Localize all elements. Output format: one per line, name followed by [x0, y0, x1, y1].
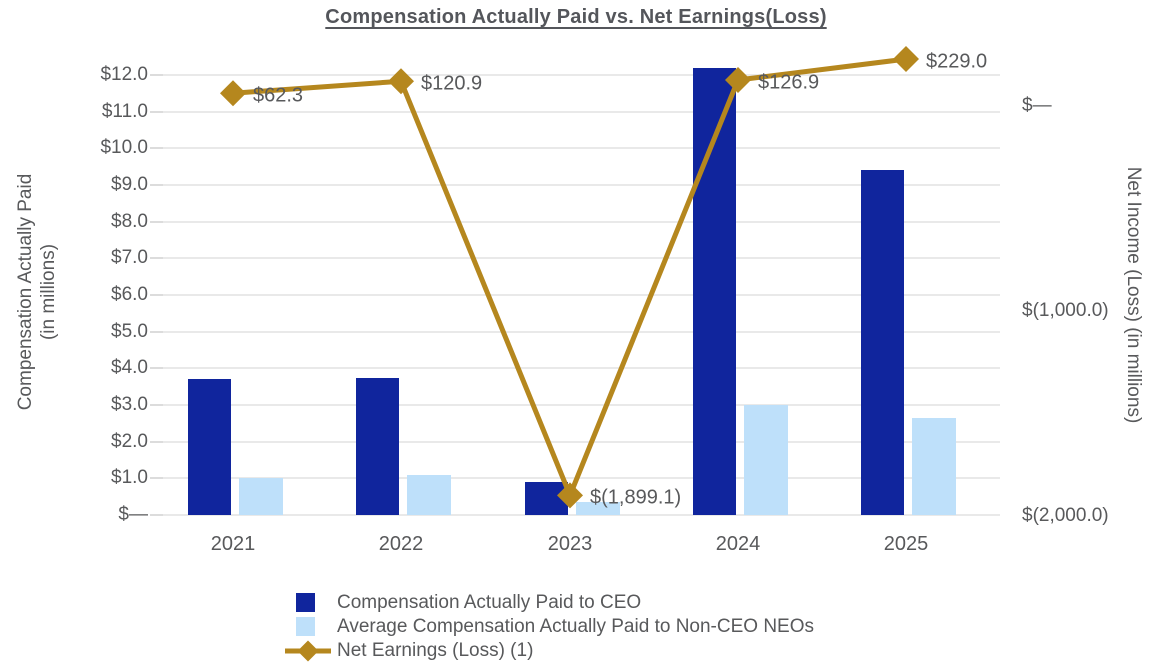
- x-axis-label-2023: 2023: [547, 533, 593, 555]
- left-axis-tick: [150, 477, 163, 480]
- neo-bar-swatch-icon: [296, 617, 315, 636]
- diamond-marker-2022: [388, 68, 414, 95]
- diamond-marker-2025: [893, 46, 919, 73]
- left-axis-tick-label: $9.0: [111, 174, 148, 195]
- net-earnings-line: [232, 56, 907, 502]
- right-axis-tick-label: $—: [1022, 95, 1052, 116]
- left-axis-tick: [150, 404, 163, 406]
- legend-label-neo: Average Compensation Actually Paid to No…: [337, 615, 814, 637]
- x-axis-label-2024: 2024: [715, 533, 761, 555]
- gridline: [163, 110, 1000, 113]
- diamond-marker-2021: [220, 80, 246, 107]
- gridline: [163, 74, 1000, 76]
- left-axis-tick: [150, 184, 163, 186]
- left-axis-tick: [150, 147, 163, 150]
- gridline: [163, 147, 1000, 150]
- bar-ceo-2024: [693, 67, 736, 515]
- point-label-2021: $62.3: [253, 84, 304, 107]
- bar-neo-2023: [576, 502, 620, 515]
- x-axis-label-2021: 2021: [210, 533, 256, 555]
- line-diamond-marker-icon: [285, 640, 331, 661]
- left-axis-tick-label: $—: [118, 504, 148, 525]
- left-axis-tick-label: $2.0: [111, 430, 148, 452]
- point-label-2025: $229.0: [926, 50, 988, 73]
- gridline: [163, 514, 1000, 516]
- bar-neo-2022: [407, 474, 451, 515]
- x-axis-label-2025: 2025: [883, 533, 929, 555]
- legend-item-neo: Average Compensation Actually Paid to No…: [285, 615, 814, 638]
- bar-neo-2021: [239, 478, 283, 515]
- right-axis-tick-label: $(1,000.0): [1022, 300, 1109, 321]
- bar-neo-2024: [744, 405, 788, 515]
- bar-ceo-2025: [861, 170, 904, 515]
- left-axis-tick: [150, 367, 163, 370]
- left-axis-title-line1: Compensation Actually Paid: [15, 173, 36, 411]
- left-axis-tick-label: $1.0: [111, 467, 148, 489]
- left-axis-tick-label: $7.0: [111, 247, 148, 269]
- bar-neo-2025: [912, 417, 956, 515]
- left-axis-tick-label: $8.0: [111, 210, 148, 232]
- legend-label-net-earnings: Net Earnings (Loss) (1): [337, 639, 534, 661]
- left-axis-tick-label: $10.0: [100, 137, 148, 159]
- right-axis-tick-label: $(2,000.0): [1022, 505, 1109, 526]
- x-axis-label-2022: 2022: [378, 533, 424, 555]
- legend-item-net-earnings: Net Earnings (Loss) (1): [285, 639, 814, 662]
- left-axis-tick-label: $5.0: [111, 320, 148, 342]
- left-axis-tick: [150, 514, 163, 516]
- left-axis-tick: [150, 294, 163, 296]
- left-axis-tick: [150, 110, 163, 113]
- legend: Compensation Actually Paid to CEO Averag…: [285, 591, 814, 663]
- left-axis-tick-label: $6.0: [111, 284, 148, 305]
- left-axis-tick: [150, 220, 163, 223]
- left-axis-tick: [150, 440, 163, 443]
- left-axis-tick: [150, 330, 163, 333]
- left-axis-tick: [150, 74, 163, 76]
- bar-ceo-2022: [356, 377, 399, 515]
- point-label-2022: $120.9: [421, 72, 483, 95]
- point-label-2023: $(1,899.1): [590, 486, 682, 509]
- bar-ceo-2023: [525, 482, 568, 515]
- left-axis-tick-label: $4.0: [111, 357, 148, 379]
- ceo-bar-swatch-icon: [296, 593, 315, 612]
- bar-ceo-2021: [188, 379, 231, 515]
- left-axis-tick: [150, 257, 163, 260]
- legend-item-ceo: Compensation Actually Paid to CEO: [285, 591, 814, 614]
- left-axis-tick-label: $12.0: [100, 64, 148, 85]
- left-axis-tick-label: $3.0: [111, 394, 148, 415]
- chart-title: Compensation Actually Paid vs. Net Earni…: [325, 6, 827, 28]
- left-axis-tick-label: $11.0: [101, 100, 148, 122]
- right-axis-title: Net Income (Loss) (in millions): [1123, 166, 1144, 424]
- point-label-2024: $126.9: [758, 71, 820, 94]
- left-axis-title: Compensation Actually Paid (in millions): [14, 92, 60, 492]
- legend-label-ceo: Compensation Actually Paid to CEO: [337, 591, 642, 613]
